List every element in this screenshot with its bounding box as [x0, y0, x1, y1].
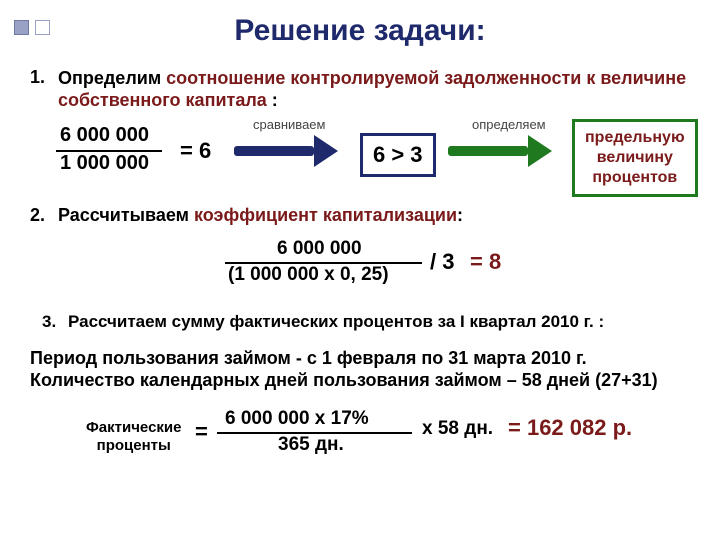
step1-text: Определим соотношение контролируемой зад…: [58, 67, 698, 111]
step3-result: = 162 082 р.: [508, 415, 632, 441]
slide-title: Решение задачи:: [0, 14, 720, 48]
step2-text-c: :: [457, 205, 463, 225]
step3-period: Период пользования займом - с 1 февраля …: [30, 348, 587, 369]
result-box: предельную величину процентов: [572, 119, 698, 197]
step2-number: 2.: [30, 205, 45, 226]
result-line1: предельную: [585, 129, 685, 146]
step3-text: Рассчитаем сумму фактических процентов з…: [68, 312, 604, 332]
step3-number: 3.: [42, 312, 56, 332]
step1-numerator: 6 000 000: [60, 124, 149, 147]
step2-text: Рассчитываем коэффициент капитализации:: [58, 205, 463, 226]
step3-mult58: х 58 дн.: [422, 418, 493, 440]
step2-numerator: 6 000 000: [277, 238, 362, 260]
step1-text-c: :: [267, 90, 278, 110]
step3-days: Количество календарных дней пользования …: [30, 370, 658, 391]
compare-box: 6 > 3: [360, 133, 436, 177]
fact-label-2: проценты: [97, 437, 171, 454]
step1-equals: = 6: [180, 138, 211, 164]
fact-label: Фактические проценты: [86, 419, 182, 455]
arrow-determine: [448, 146, 528, 156]
step1-text-a: Определим: [58, 68, 166, 88]
label-compare: сравниваем: [253, 117, 325, 132]
step1-denominator: 1 000 000: [60, 152, 149, 175]
step2-div3: / 3: [430, 249, 454, 275]
step2-text-a: Рассчитываем: [58, 205, 194, 225]
result-line3: процентов: [592, 169, 677, 186]
step1-number: 1.: [30, 67, 45, 88]
fact-label-1: Фактические: [86, 419, 182, 436]
result-line2: величину: [597, 149, 673, 166]
step2-denominator: (1 000 000 х 0, 25): [228, 264, 389, 286]
step2-equals: = 8: [470, 249, 501, 275]
label-determine: определяем: [472, 117, 546, 132]
step2-text-b: коэффициент капитализации: [194, 205, 457, 225]
step3-denominator: 365 дн.: [278, 434, 344, 456]
step3-numerator: 6 000 000 х 17%: [225, 408, 369, 430]
step3-eq: =: [195, 419, 208, 445]
arrow-compare: [234, 146, 314, 156]
